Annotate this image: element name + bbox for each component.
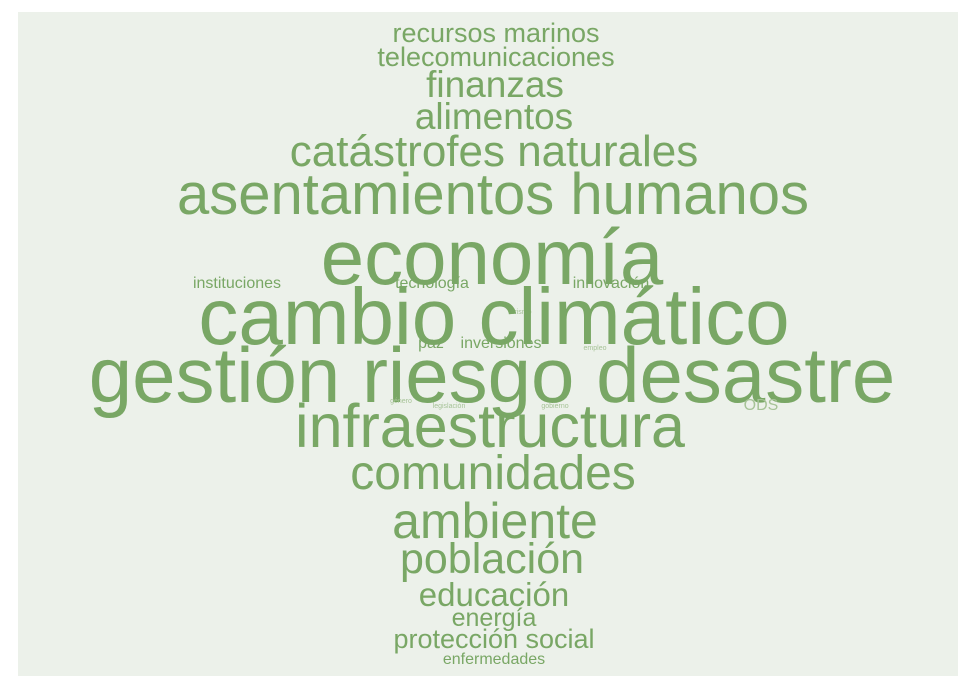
word-proteccion-social: protección social <box>393 624 595 654</box>
word-gobierno: gobierno <box>541 403 569 410</box>
word-comunidades: comunidades <box>350 447 636 500</box>
word-paz: paz <box>418 335 444 352</box>
word-finanzas: finanzas <box>426 64 564 105</box>
word-instituciones: instituciones <box>192 275 282 292</box>
word-innovacion: innovación <box>572 275 650 292</box>
word-turismo: turismo <box>508 309 532 316</box>
word-tecnologia: tecnología <box>395 275 469 292</box>
word-infraestructura: infraestructura <box>295 392 685 460</box>
word-legislacion: legislación <box>432 403 466 410</box>
word-cambio-climatico: cambio climático <box>198 272 790 361</box>
word-educacion: educación <box>418 576 570 613</box>
word-alimentos: alimentos <box>414 96 574 137</box>
word-poblacion: población <box>399 535 585 583</box>
word-recursos-marinos: recursos marinos <box>392 18 600 48</box>
word-empleo: empleo <box>583 345 607 352</box>
word-cloud: recursos marinos telecomunicaciones fina… <box>18 12 958 676</box>
word-ods: ODS <box>743 397 779 414</box>
word-inversiones: inversiones <box>460 335 542 352</box>
word-enfermedades: enfermedades <box>442 651 546 668</box>
word-energia: energía <box>451 604 537 632</box>
word-genero: género <box>390 398 412 405</box>
word-economia: economía <box>320 213 664 301</box>
word-ambiente: ambiente <box>392 493 598 549</box>
word-asentamientos-humanos: asentamientos humanos <box>177 162 809 227</box>
word-telecomunicaciones: telecomunicaciones <box>377 42 615 72</box>
word-catastrofes-naturales: catástrofes naturales <box>289 127 699 176</box>
word-gestion-riesgo-desastre: gestión riesgo desastre <box>88 331 896 419</box>
